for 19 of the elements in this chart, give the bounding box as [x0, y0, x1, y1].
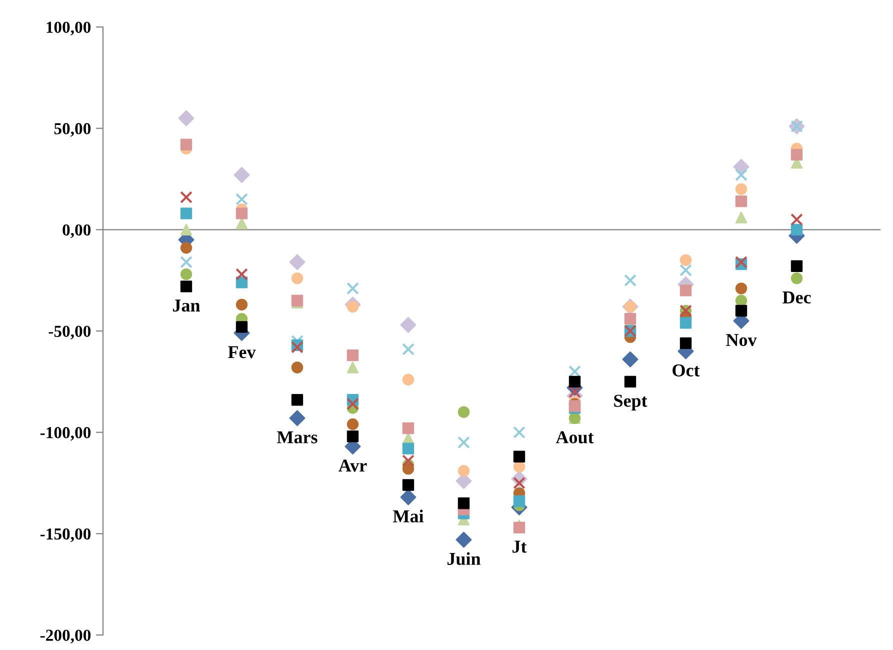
data-label: Nov [726, 334, 757, 346]
data-label: Dec [782, 292, 811, 304]
data-label: Oct [672, 364, 700, 376]
y-tick-label: -200,00 [40, 630, 91, 644]
data-label: Jan [173, 300, 200, 312]
y-tick-label: 50,00 [54, 123, 91, 137]
data-label: Avr [338, 460, 367, 472]
y-tick-label: 100,00 [46, 22, 91, 36]
y-tick-label: -100,00 [40, 427, 91, 441]
data-label: Aout [556, 431, 594, 444]
y-tick-label: -50,00 [48, 326, 91, 340]
data-label: Fev [228, 346, 256, 358]
data-label: Jt [512, 540, 527, 553]
data-label: Sept [614, 394, 648, 411]
y-tick-label: -150,00 [40, 528, 91, 542]
data-label: Mai [393, 510, 424, 522]
data-label: Mars [277, 431, 318, 444]
y-tick-label: 0,00 [62, 224, 91, 238]
data-label: Juin [447, 552, 481, 565]
